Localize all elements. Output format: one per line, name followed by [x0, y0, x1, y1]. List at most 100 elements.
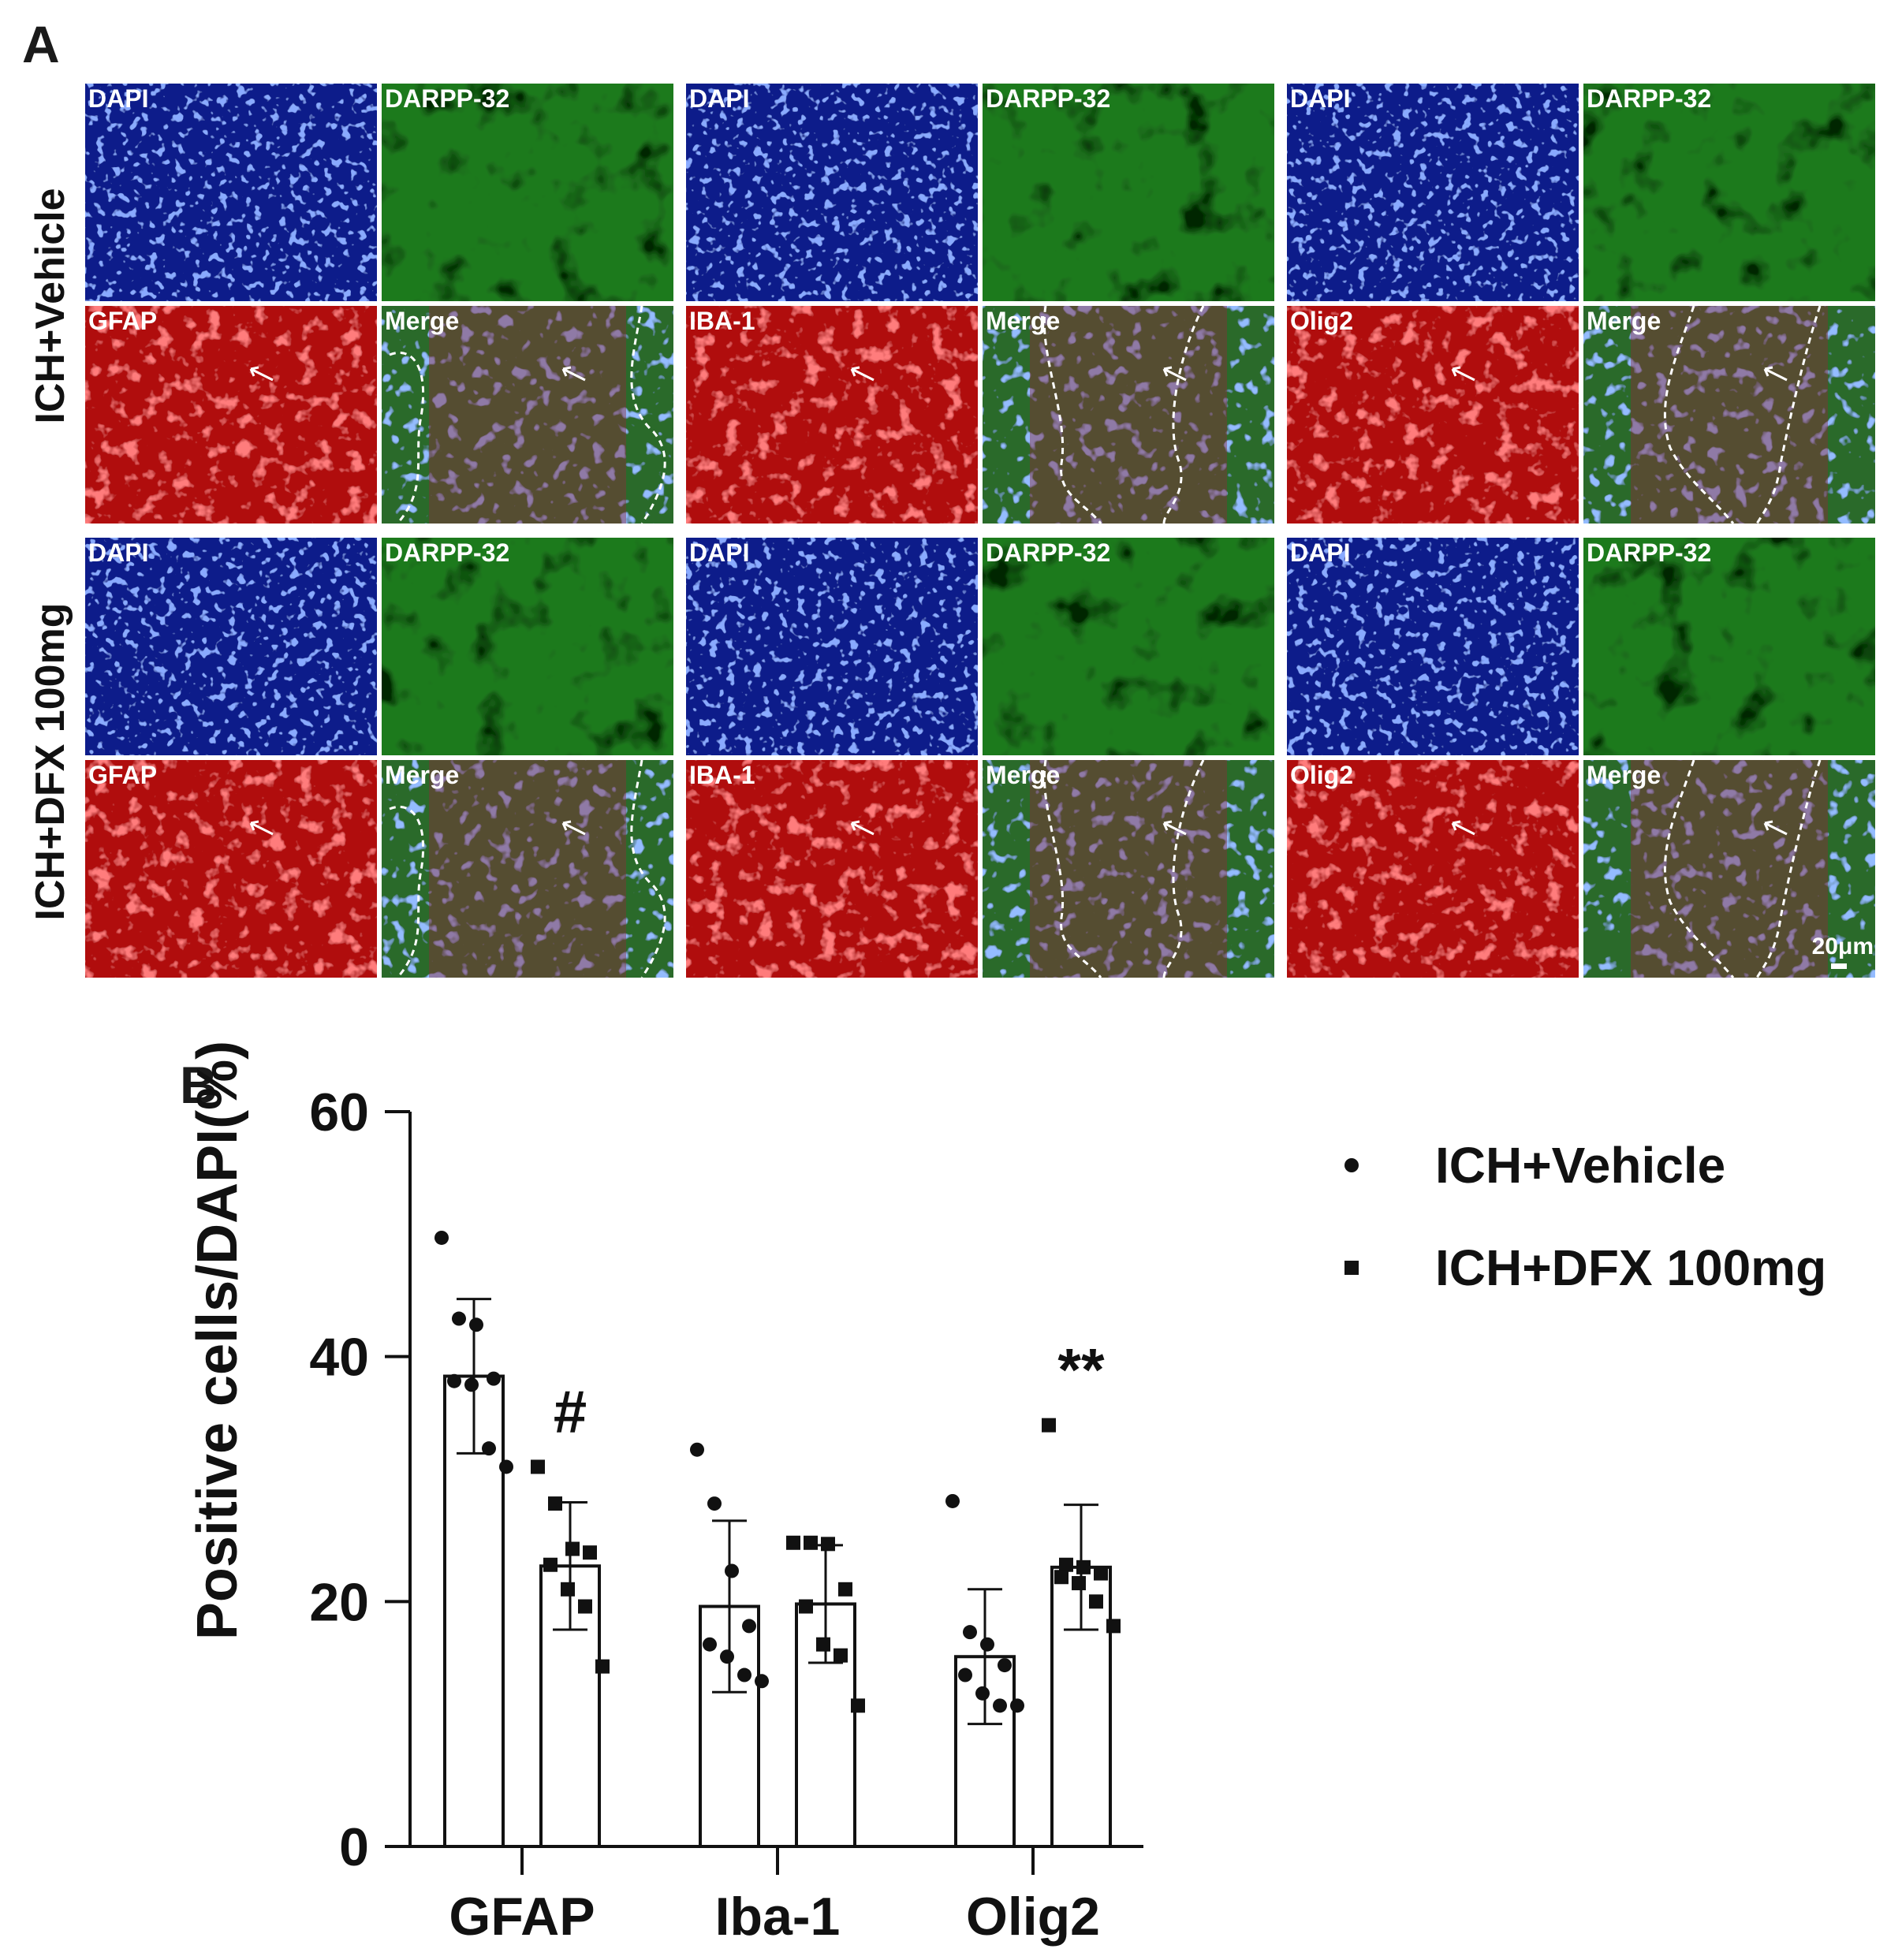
channel-label: DAPI: [88, 84, 148, 113]
significance-annotation: **: [1057, 1337, 1105, 1404]
micrograph-1-1-bottom-right: Merge: [983, 759, 1274, 978]
data-point: [487, 1371, 501, 1386]
y-tick-label: 40: [309, 1328, 369, 1388]
data-point: [469, 1317, 483, 1332]
lesion-outline: [1162, 305, 1205, 524]
data-point: [1010, 1698, 1024, 1713]
data-point: [482, 1441, 496, 1456]
data-point: [998, 1658, 1012, 1673]
data-point: [707, 1496, 722, 1511]
y-axis-label: Positive cells/DAPI(%): [186, 1041, 249, 1640]
channel-label: DAPI: [1290, 538, 1350, 567]
channel-label: Olig2: [1290, 761, 1353, 789]
channel-label: GFAP: [88, 761, 157, 789]
micrograph-1-0-bottom-right: Merge: [382, 759, 673, 978]
y-tick-label: 60: [309, 1082, 369, 1142]
channel-label: DAPI: [1290, 84, 1350, 113]
micrograph-1-1-top-left: DAPI: [686, 538, 978, 755]
channel-label: IBA-1: [689, 307, 755, 335]
channel-label: GFAP: [88, 307, 157, 335]
channel-label: Merge: [1587, 761, 1661, 789]
data-point: [975, 1686, 990, 1701]
channel-label: Merge: [1587, 307, 1661, 335]
micrograph-1-0-bottom-left: GFAP: [85, 760, 377, 978]
chart-legend: ICH+Vehicle ICH+DFX 100mg: [1344, 1137, 1826, 1296]
micrograph-1-2-bottom-left: Olig2: [1287, 760, 1579, 978]
arrow-icon: [1162, 366, 1187, 382]
arrow-icon: [249, 820, 274, 836]
micrograph-0-0-top-left: DAPI: [85, 84, 377, 301]
lesion-outline: [630, 305, 666, 524]
channel-label: DAPI: [88, 538, 148, 567]
channel-label: DARPP-32: [1587, 84, 1711, 113]
channel-label: DARPP-32: [385, 84, 509, 113]
micrograph-1-2-top-left: DAPI: [1287, 538, 1579, 755]
data-point: [565, 1541, 580, 1556]
data-point: [737, 1667, 751, 1682]
data-point: [548, 1496, 562, 1511]
micrograph-0-2-bottom-right: Merge: [1583, 305, 1875, 524]
channel-label: DARPP-32: [1587, 538, 1711, 567]
error-bar: [968, 1588, 1002, 1726]
lesion-outline: [1755, 759, 1822, 978]
data-point: [464, 1377, 479, 1392]
micrograph-0-1-top-left: DAPI: [686, 84, 978, 301]
data-point: [725, 1563, 739, 1578]
data-point: [786, 1535, 800, 1550]
significance-annotation: #: [554, 1378, 587, 1445]
scale-bar-label: 20μm: [1812, 933, 1874, 960]
data-point: [804, 1535, 818, 1550]
data-point: [1106, 1619, 1121, 1634]
panel-b-letter: B: [180, 1056, 218, 1114]
legend-entry: ICH+DFX 100mg: [1435, 1239, 1826, 1296]
legend-entry: ICH+Vehicle: [1435, 1137, 1725, 1194]
data-point: [980, 1637, 994, 1652]
data-point: [816, 1637, 830, 1652]
micrograph-0-2-top-left: DAPI: [1287, 84, 1579, 301]
data-point: [499, 1459, 513, 1474]
channel-label: Merge: [986, 307, 1060, 335]
data-point: [1089, 1594, 1103, 1609]
bar-ich-vehicle-gfap: [443, 1374, 505, 1848]
data-point: [690, 1442, 704, 1457]
data-point: [834, 1648, 848, 1663]
channel-label: DARPP-32: [986, 538, 1110, 567]
data-point: [595, 1659, 610, 1674]
data-point: [851, 1698, 865, 1713]
x-tick-label: GFAP: [449, 1887, 595, 1947]
lesion-outline: [630, 759, 666, 978]
arrow-icon: [850, 820, 875, 836]
data-point: [561, 1582, 575, 1597]
lesion-outline: [1663, 759, 1735, 978]
channel-label: DARPP-32: [986, 84, 1110, 113]
data-point: [1072, 1576, 1086, 1591]
legend-marker-square: [1344, 1261, 1359, 1275]
micrograph-1-0-top-left: DAPI: [85, 538, 377, 755]
micrograph-grid: DAPI DARPP-32 GFAP Merge DAPI DARPP-32 IBA-1 Me…: [85, 84, 1875, 978]
data-point: [452, 1311, 466, 1326]
data-point: [531, 1459, 545, 1474]
micrograph-0-1-bottom-left: IBA-1: [686, 306, 978, 524]
channel-label: IBA-1: [689, 761, 755, 789]
legend-marker-circle: [1344, 1158, 1359, 1172]
lesion-outline: [1663, 305, 1735, 524]
arrow-icon: [850, 366, 875, 382]
data-point: [958, 1667, 972, 1682]
lesion-outline: [1042, 759, 1102, 978]
micrograph-0-2-top-right: DARPP-32: [1583, 84, 1875, 301]
micrograph-1-2-top-right: DARPP-32: [1583, 538, 1875, 755]
arrow-icon: [1763, 366, 1788, 382]
data-point: [963, 1625, 977, 1640]
arrow-icon: [1451, 366, 1475, 382]
data-point: [543, 1557, 558, 1572]
lesion-outline: [1042, 305, 1102, 524]
channel-label: Merge: [385, 307, 459, 335]
data-point: [799, 1599, 813, 1614]
micrograph-0-0-top-right: DARPP-32: [382, 84, 673, 301]
data-point: [1059, 1557, 1073, 1572]
data-point: [945, 1493, 960, 1508]
x-tick-label: Olig2: [966, 1887, 1100, 1947]
data-point: [583, 1545, 597, 1560]
panel-a-letter: A: [22, 15, 60, 73]
arrow-icon: [249, 366, 274, 382]
